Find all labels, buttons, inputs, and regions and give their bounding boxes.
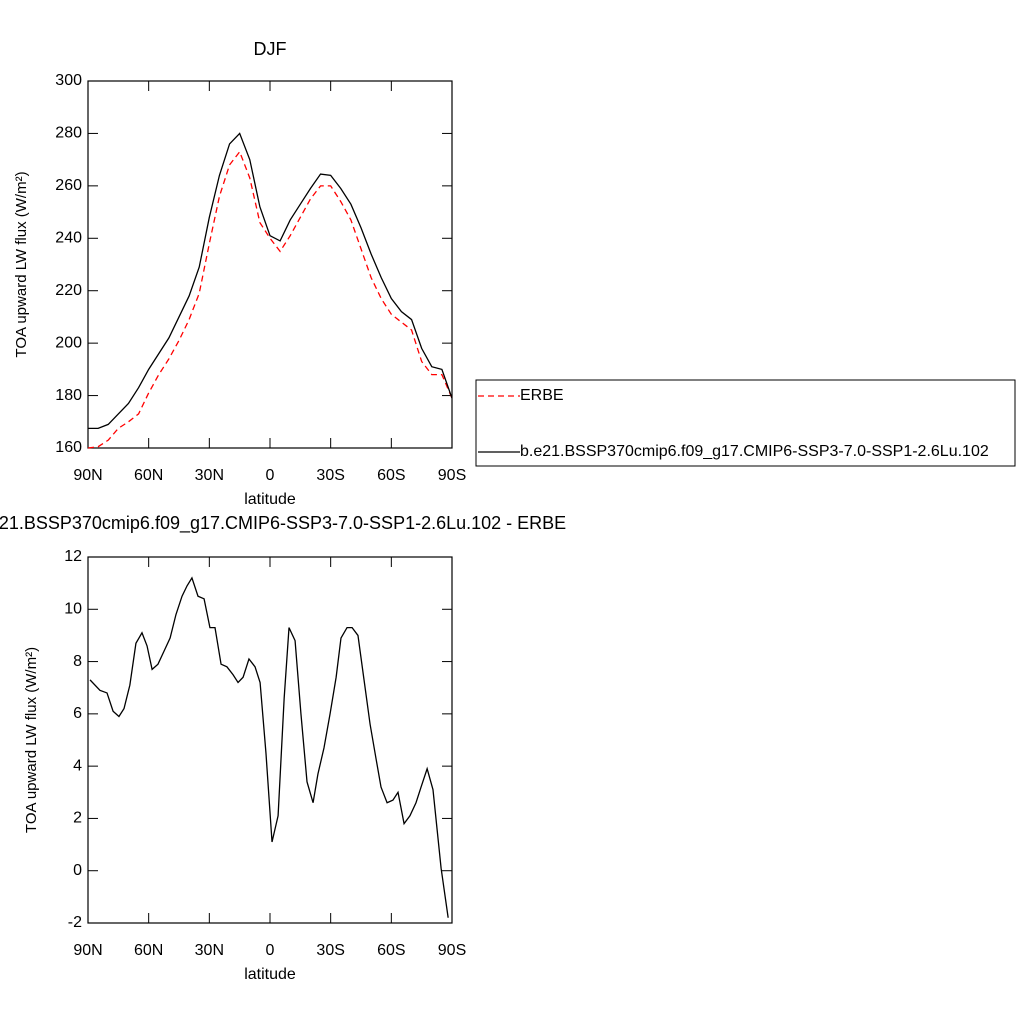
plot-frame	[87, 556, 453, 924]
y-tick-label: 180	[55, 387, 82, 404]
chart-title: DJF	[254, 39, 287, 59]
y-tick-label: 160	[55, 439, 82, 456]
chart-title: b.e21.BSSP370cmip6.f09_g17.CMIP6-SSP3-7.…	[0, 513, 566, 534]
y-tick-label: 12	[64, 548, 82, 565]
y-tick-label: 8	[73, 653, 82, 670]
x-axis-label: latitude	[244, 491, 296, 508]
x-tick-label: 0	[266, 467, 275, 484]
y-tick-label: 6	[73, 705, 82, 722]
y-tick-label: 220	[55, 282, 82, 299]
y-tick-label: 2	[73, 810, 82, 827]
x-tick-label: 30S	[316, 467, 344, 484]
data-line	[88, 132, 453, 429]
legend-box	[475, 379, 1016, 467]
legend-label: ERBE	[520, 387, 564, 404]
y-tick-label: 240	[55, 230, 82, 247]
x-tick-label: 60N	[134, 942, 163, 959]
x-tick-label: 90S	[438, 942, 466, 959]
data-line	[89, 576, 449, 918]
y-tick-label: 4	[73, 757, 82, 774]
x-tick-label: 60N	[134, 467, 163, 484]
legend-label: b.e21.BSSP370cmip6.f09_g17.CMIP6-SSP3-7.…	[520, 443, 989, 460]
y-tick-label: 280	[55, 125, 82, 142]
x-axis-label: latitude	[244, 966, 296, 983]
x-tick-label: 90N	[73, 467, 102, 484]
x-tick-label: 90S	[438, 467, 466, 484]
y-tick-label: 300	[55, 72, 82, 89]
x-tick-label: 60S	[377, 467, 405, 484]
y-tick-label: 10	[64, 601, 82, 618]
y-tick-label: -2	[68, 914, 82, 931]
data-line	[87, 150, 453, 449]
y-tick-label: 260	[55, 177, 82, 194]
y-axis-label: TOA upward LW flux (W/m²)	[13, 171, 30, 357]
x-tick-label: 0	[266, 942, 275, 959]
plot-frame	[87, 80, 453, 449]
x-tick-label: 30S	[316, 942, 344, 959]
y-tick-label: 0	[73, 862, 82, 879]
x-tick-label: 30N	[195, 942, 224, 959]
x-tick-label: 60S	[377, 942, 405, 959]
y-tick-label: 200	[55, 334, 82, 351]
y-axis-label: TOA upward LW flux (W/m²)	[23, 647, 40, 833]
x-tick-label: 30N	[195, 467, 224, 484]
x-tick-label: 90N	[73, 942, 102, 959]
